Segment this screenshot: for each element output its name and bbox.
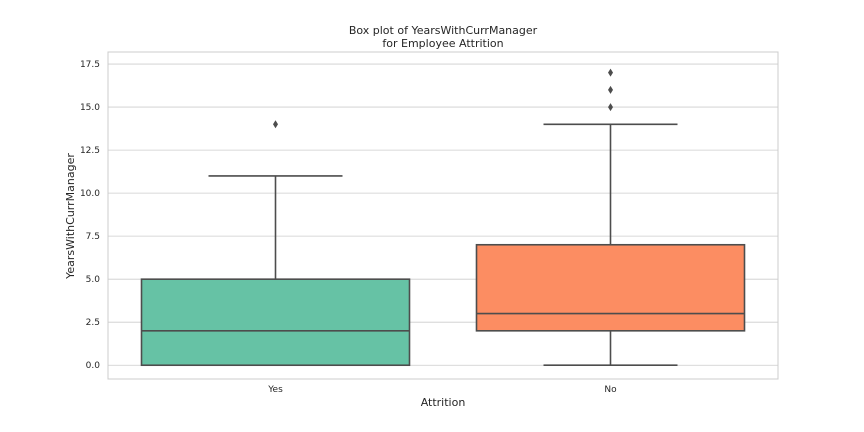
box-group-no: [475, 68, 746, 367]
y-tick-label: 17.5: [80, 60, 100, 70]
outlier-point: [608, 85, 613, 94]
iqr-box: [475, 243, 746, 332]
y-tick-label: 15.0: [80, 103, 100, 113]
x-tick-label: No: [604, 385, 617, 395]
y-tick-label: 12.5: [80, 146, 100, 156]
y-tick-label: 5.0: [86, 275, 101, 285]
chart-title-line-2: for Employee Attrition: [382, 37, 503, 50]
outlier-point: [273, 120, 278, 129]
y-tick-label: 7.5: [86, 232, 100, 242]
y-tick-label: 2.5: [86, 318, 100, 328]
iqr-box: [140, 278, 411, 367]
y-tick-label: 10.0: [80, 189, 100, 199]
plot-frame: [107, 51, 779, 380]
box-group-yes: [140, 120, 411, 367]
y-axis-ticks: 0.0 2.5 5.0 7.5 10.0 12.5 15.0 17.5: [80, 60, 100, 371]
chart-title-line-1: Box plot of YearsWithCurrManager: [349, 24, 538, 37]
outlier-point: [608, 68, 613, 77]
y-tick-label: 0.0: [86, 361, 101, 371]
x-axis-label: Attrition: [421, 396, 466, 409]
box-series: [140, 68, 746, 367]
x-tick-label: Yes: [267, 385, 283, 395]
outlier-point: [608, 103, 613, 112]
y-axis-label: YearsWithCurrManager: [64, 153, 77, 280]
x-axis-ticks: Yes No: [267, 385, 617, 395]
